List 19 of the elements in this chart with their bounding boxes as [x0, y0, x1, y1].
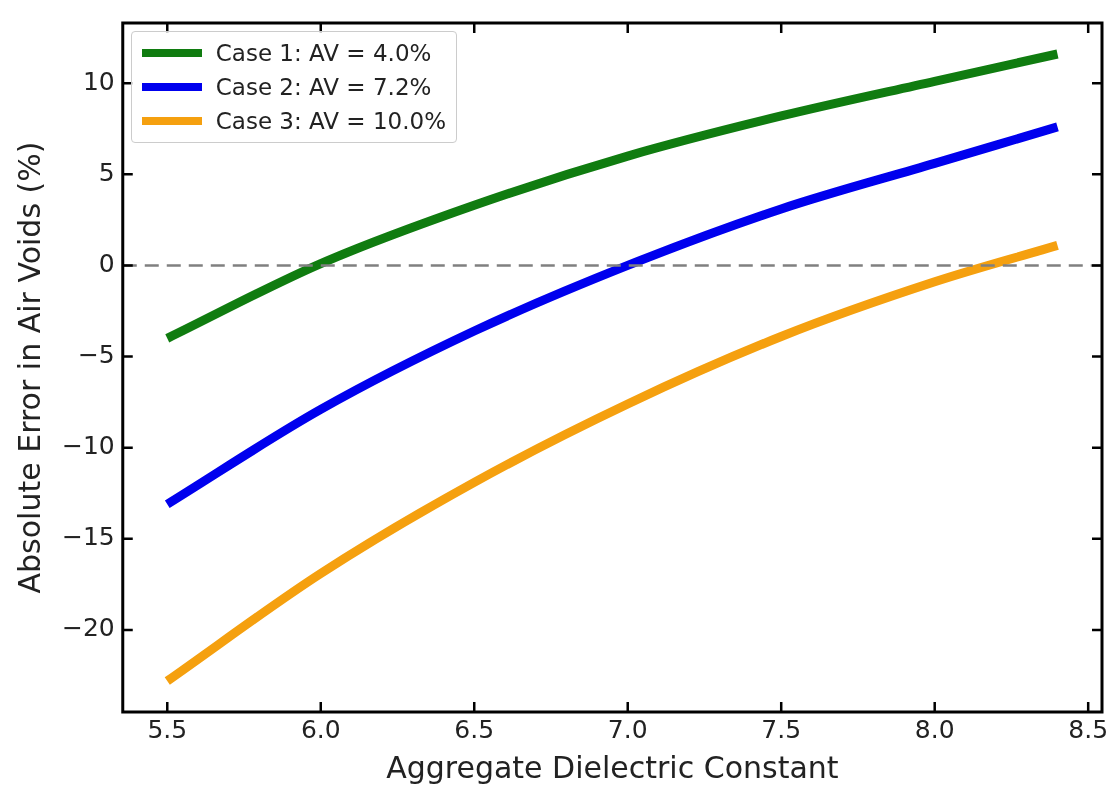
- x-tick-label: 5.5: [147, 714, 188, 744]
- x-tick-label: 7.0: [607, 714, 648, 744]
- x-tick-label: 7.5: [761, 714, 802, 744]
- y-tick-label: 5: [98, 157, 115, 187]
- x-tick-label: 8.0: [914, 714, 955, 744]
- y-tick-label: −15: [61, 522, 115, 552]
- y-axis-title: Absolute Error in Air Voids (%): [11, 141, 47, 594]
- legend-label: Case 2: AV = 7.2%: [215, 74, 432, 100]
- y-tick-label: 10: [82, 66, 115, 96]
- legend-label: Case 1: AV = 4.0%: [215, 40, 432, 66]
- x-tick-label: 8.5: [1068, 714, 1109, 744]
- y-tick-label: 0: [98, 248, 115, 278]
- x-tick-label: 6.0: [300, 714, 341, 744]
- legend-label: Case 3: AV = 10.0%: [215, 108, 446, 134]
- x-axis-title: Aggregate Dielectric Constant: [386, 749, 839, 785]
- y-tick-label: −20: [61, 613, 115, 643]
- y-tick-label: −5: [77, 340, 115, 370]
- y-tick-label: −10: [61, 431, 115, 461]
- x-tick-label: 6.5: [454, 714, 495, 744]
